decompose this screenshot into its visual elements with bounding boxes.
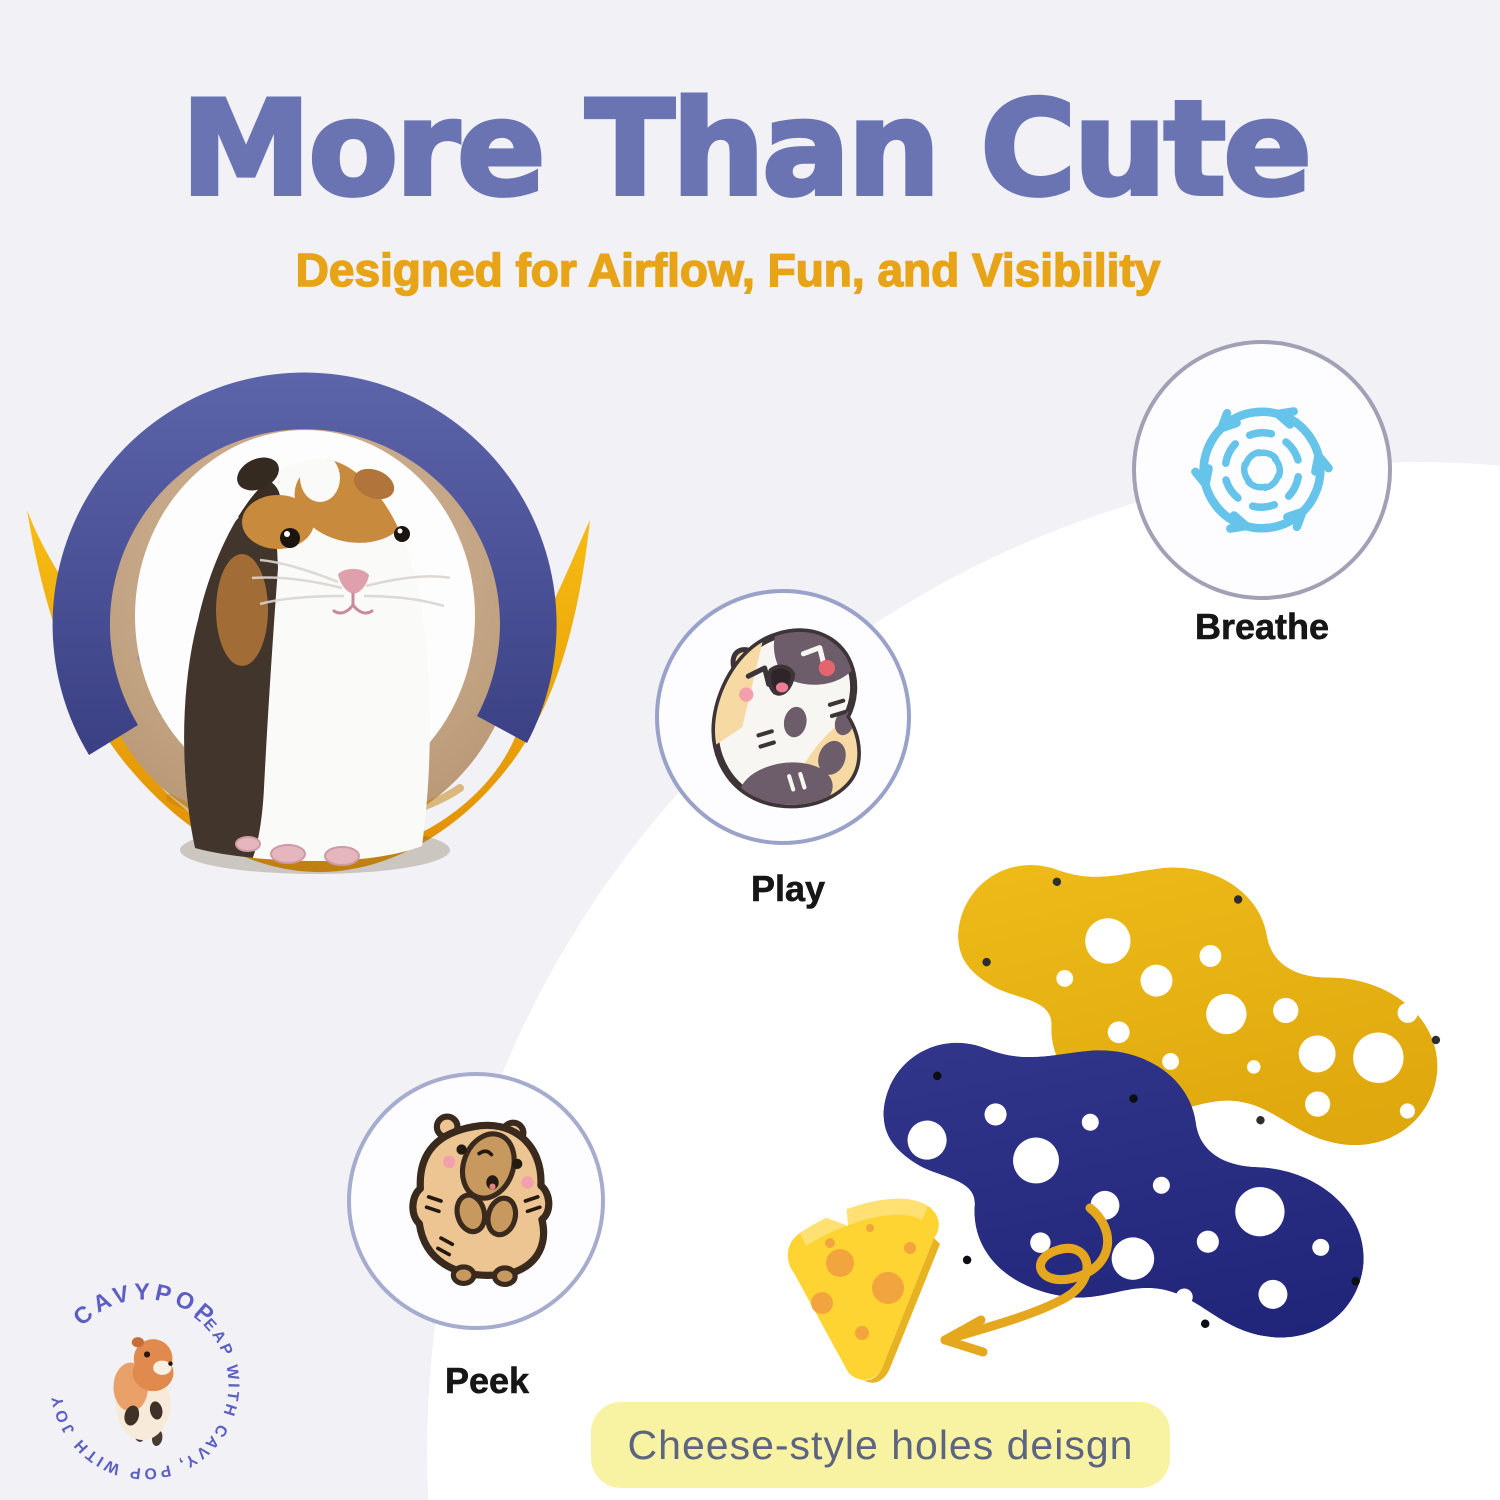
feature-label-peek: Peek: [444, 1360, 530, 1402]
feature-label-breathe: Breathe: [1194, 606, 1330, 648]
feature-badge-breathe: [1132, 340, 1392, 600]
whiskers: [251, 558, 451, 608]
cheese-style-panels-photo: [847, 820, 1471, 1371]
yellow-cheese-panel: [927, 820, 1471, 1176]
airflow-swirl-icon: [1162, 370, 1362, 570]
guinea-pig-tunnel-photo: [27, 372, 590, 874]
cheese-wedge-icon: [787, 1198, 940, 1383]
tunnel-blue-band: [52, 372, 557, 755]
curly-arrow-icon: [940, 1203, 1113, 1357]
feature-label-play: Play: [750, 868, 826, 910]
laughing-guinea-pig-icon: [711, 628, 861, 809]
callout-text: Cheese-style holes deisgn: [627, 1421, 1134, 1468]
capybara-belly-up-icon: [409, 1113, 553, 1288]
watercolor-guinea-pig-logo: [113, 1337, 174, 1447]
page-subtitle: Designed for Airflow, Fun, and Visibilit…: [295, 243, 1161, 297]
cheese-wedge-annotation: [787, 1198, 1113, 1383]
callout-pill: Cheese-style holes deisgn: [591, 1402, 1170, 1488]
blue-cheese-panel: [847, 996, 1402, 1371]
page-title: More Than Cute: [179, 70, 1314, 227]
feature-badge-peek: [347, 1072, 605, 1330]
cavypop-logo: CAVYPOP LEAP WITH CAVY, POP WITH JOY: [49, 1278, 239, 1481]
feature-badge-play: [655, 589, 911, 845]
